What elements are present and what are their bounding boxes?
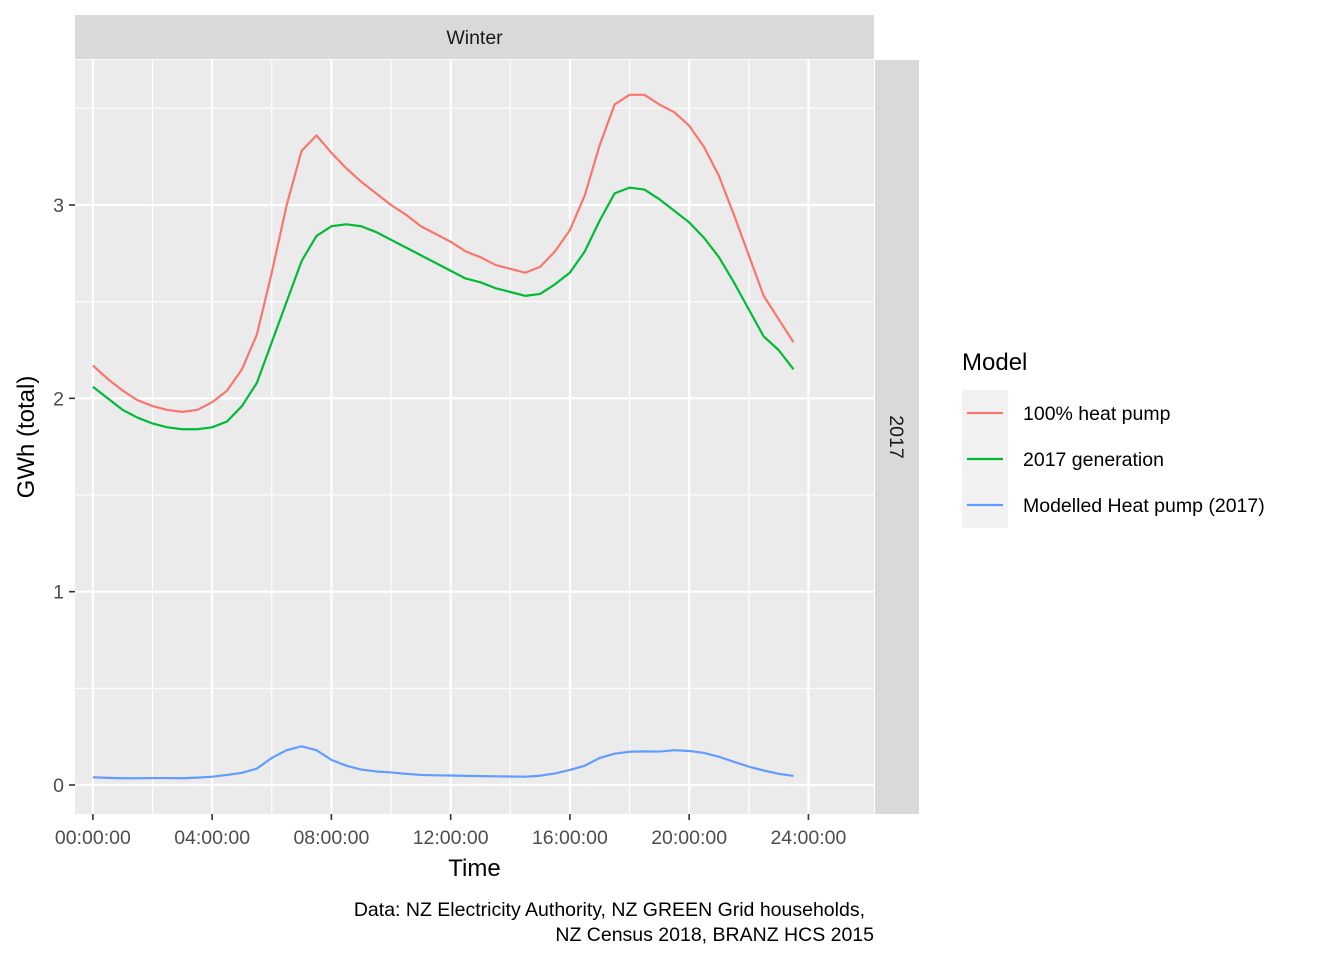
y-tick-label: 1	[53, 582, 64, 604]
x-axis: 00:00:00 04:00:00 08:00:00 12:00:00 16:00:00…	[55, 814, 847, 849]
x-tick-label: 20:00:00	[651, 827, 727, 849]
x-tick-label: 08:00:00	[293, 827, 369, 849]
series-line-2	[92, 186, 795, 431]
x-axis-title: Time	[448, 855, 500, 882]
legend-title: Model	[962, 349, 1027, 376]
plot-panel	[75, 60, 874, 814]
legend: Model 100% heat pump 2017 generation Model…	[962, 349, 1265, 528]
y-axis: 0 1 2 3	[53, 195, 75, 797]
y-axis-title: GWh (total)	[13, 376, 40, 499]
x-tick-label: 04:00:00	[174, 827, 250, 849]
series-layer	[92, 93, 795, 780]
y-tick-label: 3	[53, 195, 64, 217]
facet-strip-top-label: Winter	[446, 27, 503, 49]
y-tick-label: 2	[53, 388, 64, 410]
legend-label: 100% heat pump	[1023, 403, 1171, 425]
x-tick-label: 24:00:00	[770, 827, 846, 849]
facet-strip-right-label: 2017	[885, 415, 907, 458]
caption-line-1: Data: NZ Electricity Authority, NZ GREEN…	[354, 899, 865, 921]
caption-line-2: NZ Census 2018, BRANZ HCS 2015	[555, 924, 874, 946]
legend-label: 2017 generation	[1023, 449, 1164, 471]
x-tick-label: 12:00:00	[413, 827, 489, 849]
series-line-1	[92, 93, 795, 413]
facet-strip-top	[75, 15, 874, 59]
legend-label: Modelled Heat pump (2017)	[1023, 495, 1265, 517]
x-tick-label: 00:00:00	[55, 827, 131, 849]
minor-grid	[75, 60, 874, 814]
x-tick-label: 16:00:00	[532, 827, 608, 849]
major-grid	[75, 60, 874, 814]
y-tick-label: 0	[53, 775, 64, 797]
facet-strip-right	[875, 60, 919, 814]
series-line-3	[92, 745, 794, 780]
